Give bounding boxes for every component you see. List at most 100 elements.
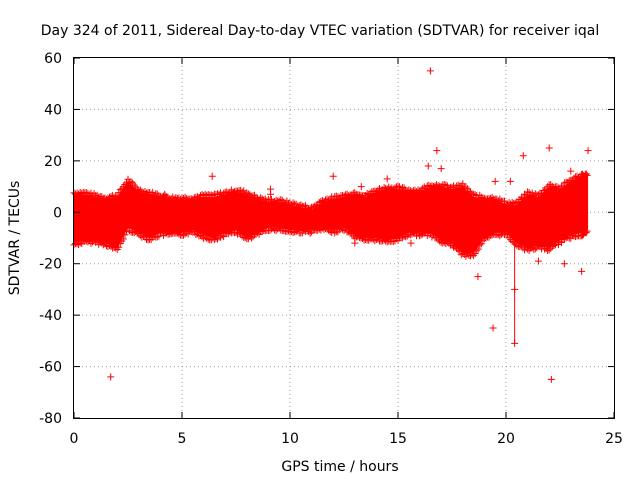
data-point <box>305 205 313 213</box>
data-point <box>295 202 303 210</box>
data-point <box>534 242 542 250</box>
data-point <box>545 246 553 254</box>
data-point <box>583 227 591 235</box>
outlier-point <box>107 373 115 381</box>
data-point <box>375 185 383 193</box>
data-point <box>405 186 413 194</box>
x-tick-label: 15 <box>389 431 407 447</box>
plot-frame <box>73 57 615 419</box>
x-tick-label: 5 <box>178 431 187 447</box>
x-tick-label: 25 <box>605 431 623 447</box>
chart-title: Day 324 of 2011, Sidereal Day-to-day VTE… <box>41 23 599 39</box>
data-point <box>462 183 470 191</box>
x-tick-label: 0 <box>70 431 79 447</box>
data-point <box>289 229 297 237</box>
data-point <box>468 190 476 198</box>
data-point <box>121 180 129 188</box>
data-point <box>527 191 535 199</box>
data-point <box>318 197 326 205</box>
data-point <box>176 195 184 203</box>
data-point <box>399 234 407 242</box>
data-point <box>568 176 576 184</box>
data-point <box>582 170 590 178</box>
data-point <box>459 249 467 257</box>
data-point <box>113 193 121 201</box>
data-point <box>482 234 490 242</box>
data-point <box>192 230 200 238</box>
data-point <box>297 201 305 209</box>
data-point <box>575 173 583 181</box>
data-point <box>217 233 225 241</box>
data-point <box>533 244 541 252</box>
data-point <box>454 181 462 189</box>
outlier-point <box>161 190 169 198</box>
data-point <box>334 193 342 201</box>
y-tick-label: -80 <box>39 411 62 427</box>
x-axis-label: GPS time / hours <box>281 459 398 475</box>
data-point <box>75 241 83 249</box>
outlier-point <box>511 339 519 347</box>
outlier-point <box>433 147 441 155</box>
x-tick-label: 10 <box>281 431 299 447</box>
data-point <box>368 235 376 243</box>
outlier-point <box>511 285 519 293</box>
data-point <box>126 227 134 235</box>
data-point <box>249 192 257 200</box>
outlier-point <box>578 267 586 275</box>
data-point <box>548 242 556 250</box>
data-point <box>292 227 300 235</box>
data-point <box>331 229 339 237</box>
y-tick-label: -60 <box>39 360 62 376</box>
outlier-point <box>534 257 542 265</box>
data-point <box>561 235 569 243</box>
outlier-point <box>567 167 575 175</box>
outlier-point <box>357 183 365 191</box>
data-point <box>326 228 334 236</box>
data-point <box>187 228 195 236</box>
data-point <box>406 231 414 239</box>
data-point <box>289 199 297 207</box>
data-point <box>258 227 266 235</box>
data-point <box>237 230 245 238</box>
data-point <box>433 181 441 189</box>
y-axis-label: SDTVAR / TECUs <box>7 181 23 296</box>
y-tick-label: 40 <box>44 102 62 118</box>
data-point <box>499 229 507 237</box>
data-point <box>104 194 112 202</box>
data-point <box>112 244 120 252</box>
data-point <box>300 203 308 211</box>
data-point <box>559 182 567 190</box>
data-point <box>477 193 485 201</box>
data-point <box>99 241 107 249</box>
data-point <box>454 246 462 254</box>
outlier-point <box>444 234 452 242</box>
data-point <box>504 231 512 239</box>
data-point <box>306 229 314 237</box>
outlier-point <box>426 67 434 75</box>
data-point <box>561 179 569 187</box>
data-point <box>122 179 130 187</box>
outlier-point <box>506 177 514 185</box>
data-point <box>107 243 115 251</box>
data-point <box>266 197 274 205</box>
data-point <box>474 245 482 253</box>
data-point <box>335 226 343 234</box>
data-point <box>224 189 232 197</box>
y-tick-label: -40 <box>39 308 62 324</box>
data-point <box>534 191 542 199</box>
data-point <box>471 191 479 199</box>
data-point <box>130 229 138 237</box>
data-point <box>382 184 390 192</box>
data-point <box>473 247 481 255</box>
data-point <box>397 185 405 193</box>
data-point <box>238 232 246 240</box>
data-point <box>271 226 279 234</box>
data-point <box>345 192 353 200</box>
data-point <box>115 243 123 251</box>
data-point <box>170 195 178 203</box>
data-point <box>321 224 329 232</box>
data-point <box>209 192 217 200</box>
data-point <box>383 238 391 246</box>
data-point <box>153 233 161 241</box>
y-tick-label: -20 <box>39 257 62 273</box>
